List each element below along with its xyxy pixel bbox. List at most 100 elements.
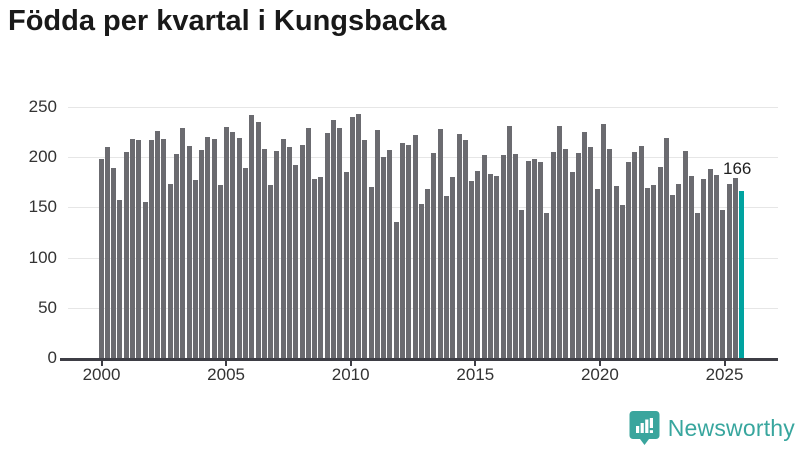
bar-2023-q3: [688, 176, 694, 358]
bar-2018-q3: [563, 149, 569, 358]
bar-2011-q4: [393, 222, 399, 358]
gridline-200: [68, 157, 778, 158]
bar-2013-q2: [431, 153, 437, 358]
bar-2006-q1: [249, 115, 255, 358]
bar-2000-q2: [104, 147, 110, 358]
bar-2014-q3: [462, 140, 468, 358]
bar-2012-q1: [400, 143, 406, 358]
bar-2025-q3-highlight: [739, 191, 745, 358]
bar-2000-q4: [117, 200, 123, 358]
bar-2003-q4: [192, 180, 198, 358]
bar-2011-q3: [387, 150, 393, 358]
bar-2004-q3: [211, 139, 217, 358]
bar-2019-q1: [575, 153, 581, 358]
bar-2002-q3: [161, 139, 167, 358]
bar-2021-q1: [626, 162, 632, 358]
bar-2004-q1: [199, 150, 205, 358]
bar-2007-q4: [293, 165, 299, 358]
bar-2006-q4: [268, 185, 274, 358]
bar-2002-q2: [155, 131, 161, 358]
bar-2016-q2: [506, 126, 512, 358]
bar-2001-q4: [142, 202, 148, 358]
bar-2024-q4: [720, 210, 726, 358]
bar-2005-q1: [224, 127, 230, 358]
bar-2009-q1: [324, 133, 330, 358]
bar-2024-q2: [707, 169, 713, 358]
bar-2002-q1: [148, 140, 154, 358]
bar-2009-q3: [337, 128, 343, 358]
bar-2010-q2: [356, 114, 362, 358]
bar-2009-q4: [343, 172, 349, 358]
bar-2013-q3: [437, 129, 443, 358]
x-axis-label-2015: 2015: [456, 365, 495, 384]
x-axis-tick-2010: [349, 361, 352, 366]
bar-2020-q3: [613, 186, 619, 358]
bar-2024-q1: [701, 179, 707, 358]
x-axis-tick-2015: [474, 361, 477, 366]
bar-2003-q3: [186, 146, 192, 358]
bar-2021-q2: [632, 152, 638, 358]
bar-2022-q2: [657, 167, 663, 358]
bar-2000-q1: [98, 159, 104, 358]
bar-2003-q1: [173, 154, 179, 358]
newsworthy-speech-bubble-chart-icon: [629, 411, 660, 445]
bar-2003-q2: [180, 128, 186, 358]
bar-2004-q2: [205, 137, 211, 358]
y-axis-label-50: 50: [38, 298, 57, 317]
brand-name: Newsworthy: [667, 414, 795, 441]
bar-2017-q1: [525, 161, 531, 358]
gridline-250: [68, 107, 778, 108]
bar-2007-q1: [274, 151, 280, 358]
bar-2019-q2: [582, 132, 588, 358]
newsworthy-branding: Newsworthy: [629, 409, 795, 447]
bar-2001-q3: [136, 140, 142, 358]
bar-2017-q4: [544, 213, 550, 358]
bar-2015-q4: [494, 176, 500, 358]
bar-2023-q1: [676, 184, 682, 358]
bar-2020-q1: [601, 124, 606, 358]
bar-2010-q1: [349, 117, 355, 358]
bar-2015-q2: [481, 155, 487, 358]
bar-2015-q3: [487, 174, 493, 358]
bar-2015-q1: [475, 171, 481, 358]
bar-2017-q2: [531, 159, 537, 358]
bar-2005-q3: [236, 138, 242, 358]
x-axis-label-2025: 2025: [705, 365, 744, 384]
bar-2021-q3: [638, 146, 644, 358]
last-bar-value-label: 166: [723, 159, 752, 178]
bar-2018-q2: [557, 126, 563, 358]
bar-2013-q4: [444, 196, 449, 358]
bar-2009-q2: [330, 120, 336, 358]
x-axis-label-2010: 2010: [331, 365, 370, 384]
bar-2025-q1: [726, 184, 732, 358]
x-axis-line: [60, 358, 778, 361]
bar-2023-q2: [682, 151, 688, 358]
x-axis-tick-2025: [723, 361, 726, 366]
bar-2007-q3: [287, 147, 292, 358]
bar-2011-q2: [381, 157, 387, 358]
bar-2014-q4: [469, 181, 475, 358]
bar-2021-q4: [644, 188, 650, 358]
y-axis-label-100: 100: [28, 248, 57, 267]
bar-2012-q4: [418, 204, 424, 358]
bar-2017-q3: [538, 162, 544, 358]
plot-area: [60, 100, 778, 361]
bar-2013-q1: [425, 189, 431, 358]
bar-2016-q1: [500, 155, 506, 358]
bar-2014-q1: [450, 177, 456, 358]
bar-2018-q1: [550, 152, 556, 358]
bar-2006-q3: [261, 149, 267, 358]
bar-2008-q2: [305, 128, 311, 358]
bar-2022-q3: [663, 138, 669, 358]
bar-2012-q3: [412, 135, 418, 358]
x-axis-label-2000: 2000: [82, 365, 121, 384]
bar-2005-q4: [243, 168, 249, 358]
bar-2025-q2: [732, 178, 738, 358]
bar-2007-q2: [280, 139, 286, 358]
bar-2022-q1: [651, 185, 657, 358]
bar-2019-q4: [594, 189, 600, 358]
bar-2020-q4: [619, 205, 625, 358]
bar-2006-q2: [255, 122, 261, 358]
bar-2004-q4: [217, 185, 223, 358]
bar-2010-q3: [362, 140, 368, 358]
